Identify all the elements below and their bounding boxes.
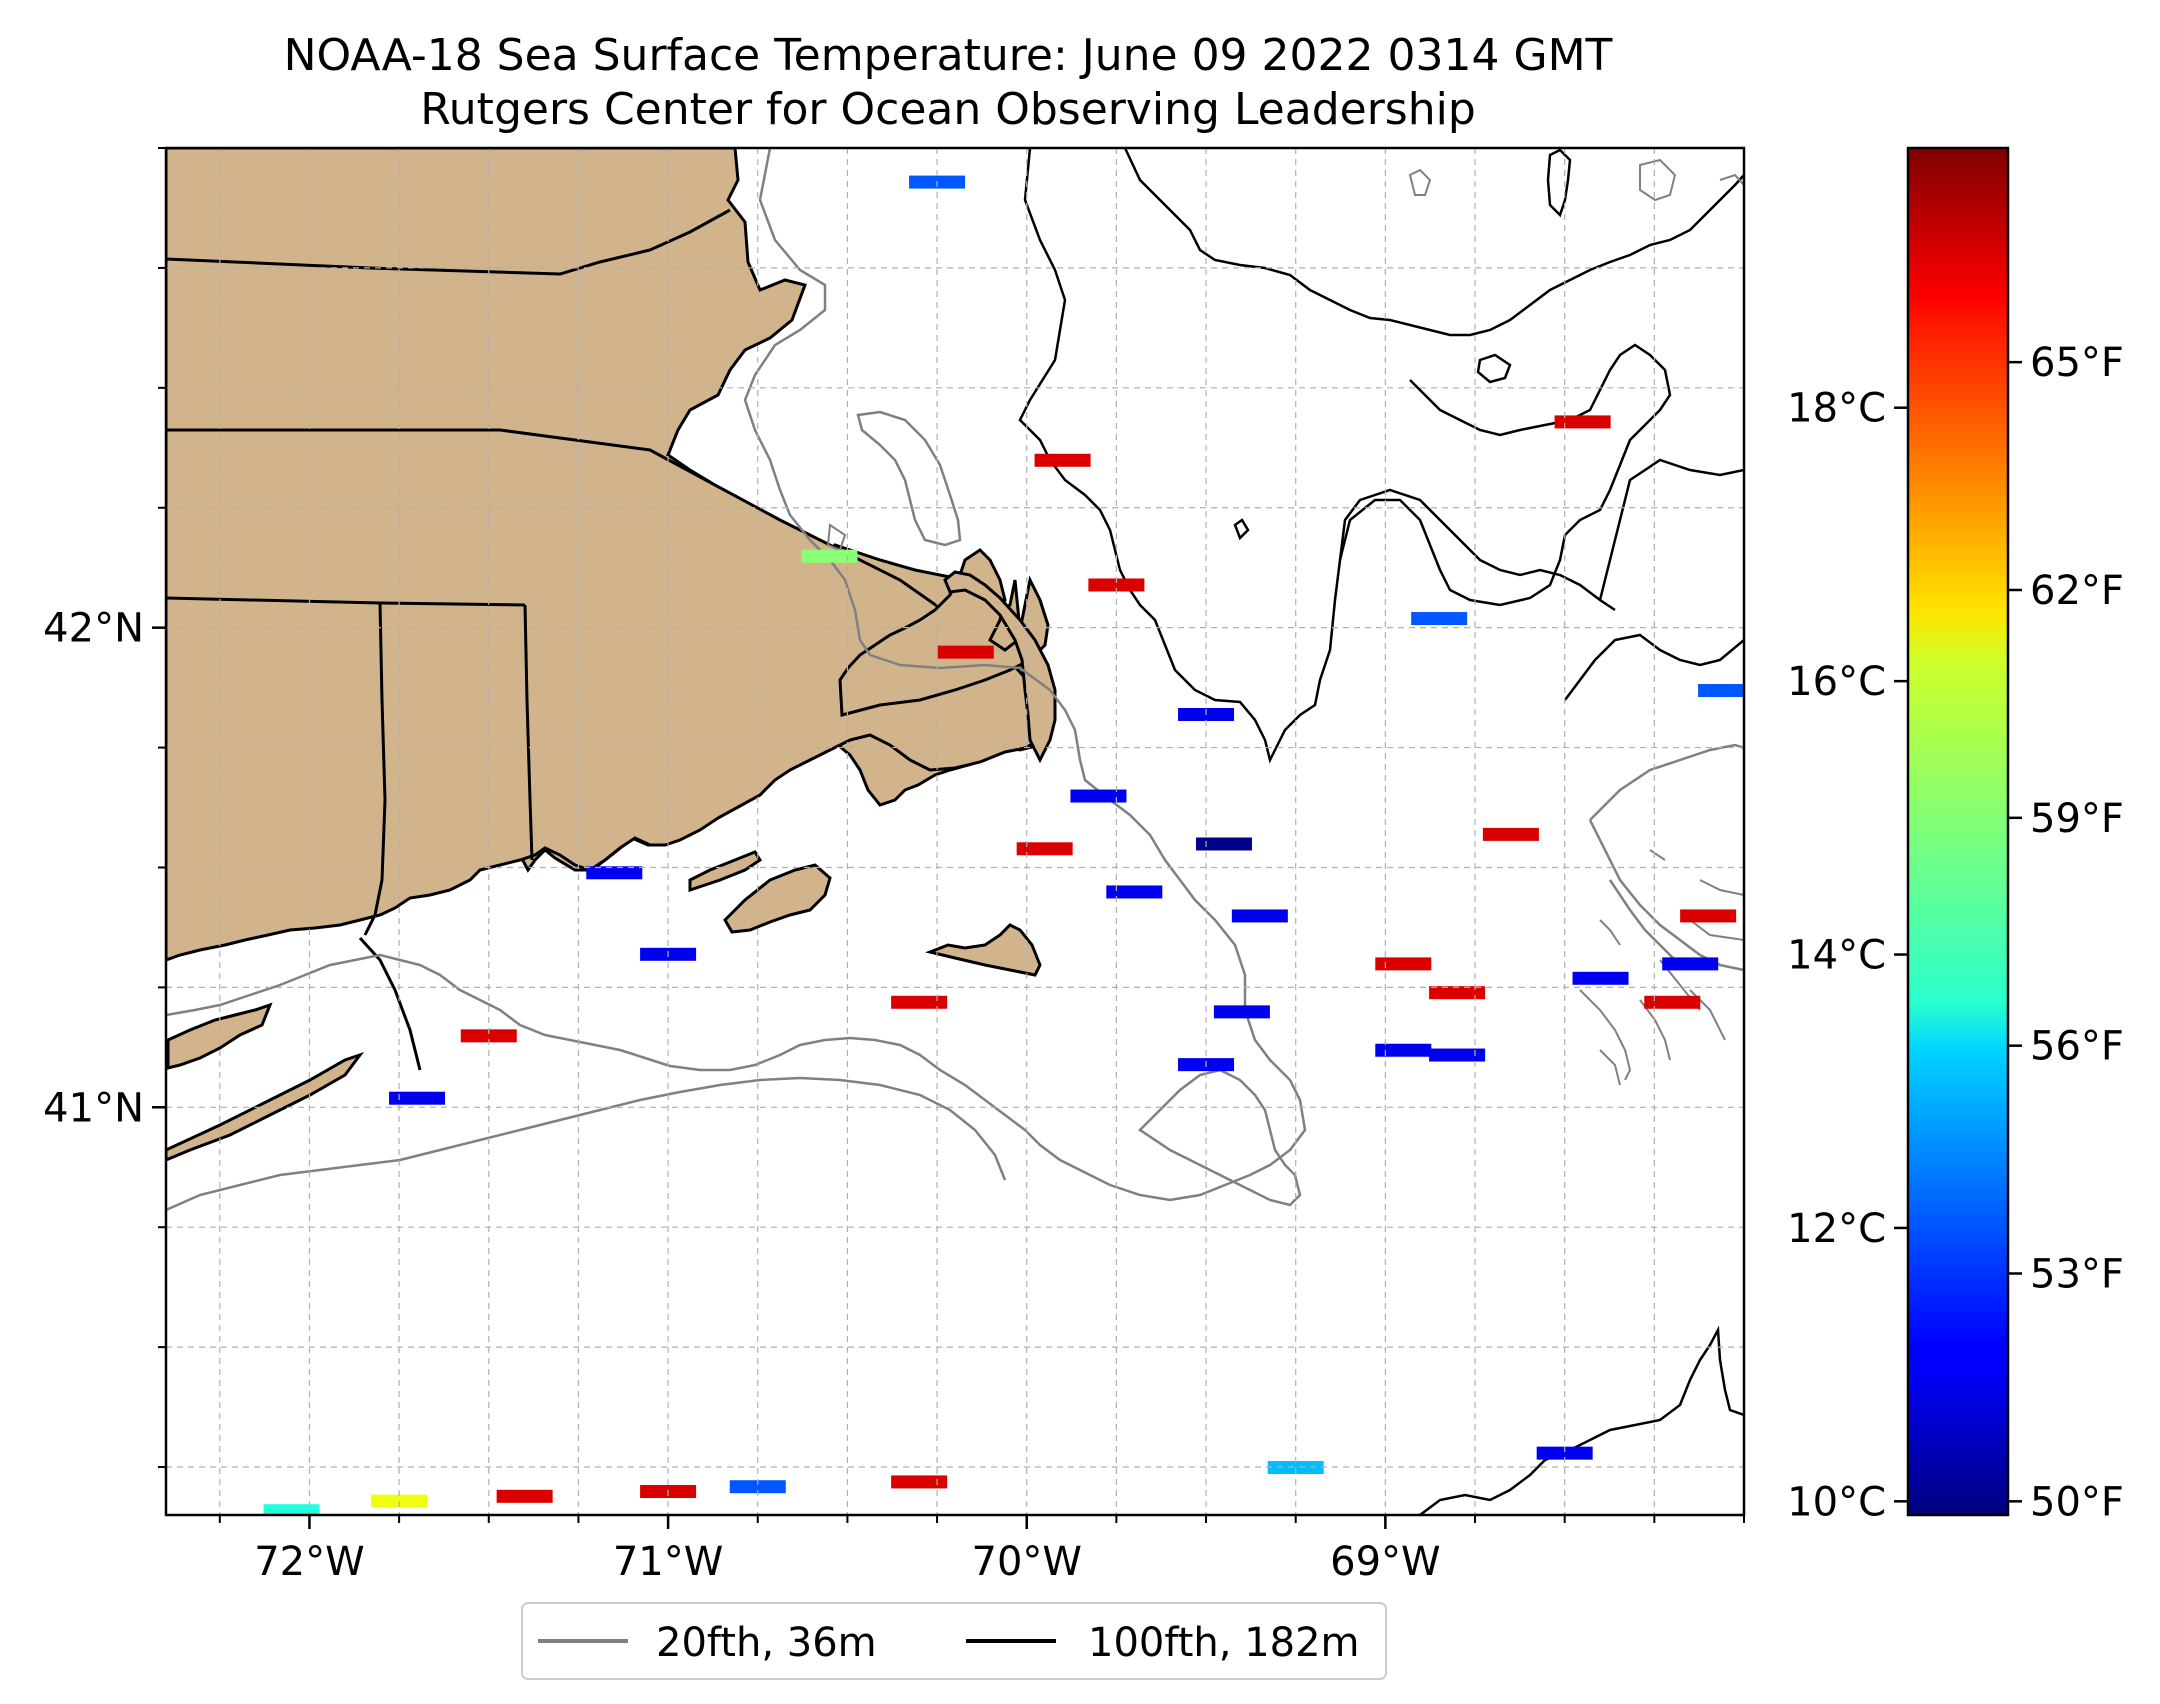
sst-patch <box>1572 971 1629 985</box>
x-tick-label: 70°W <box>972 1539 1082 1585</box>
sst-patch <box>937 645 994 659</box>
land-long-island-east <box>166 1052 365 1162</box>
colorbar-celsius-label: 18°C <box>1787 386 1886 432</box>
border-ct-ri <box>363 602 387 936</box>
colorbar-fahrenheit-label: 59°F <box>2030 796 2124 842</box>
contour-20fth-east-shoal <box>1599 849 1744 946</box>
sst-patch <box>1698 684 1744 698</box>
x-tick-label: 69°W <box>1330 1539 1440 1585</box>
sst-patch <box>1267 1461 1324 1475</box>
colorbar-fahrenheit-label: 50°F <box>2030 1479 2124 1525</box>
land-elizabeth-islands <box>688 850 763 893</box>
sst-patch <box>1070 789 1127 803</box>
sst-patch <box>1680 909 1737 923</box>
sst-patch <box>496 1489 553 1503</box>
land-block-island <box>166 1002 273 1070</box>
land-cape-cod-arm <box>943 570 1057 764</box>
sst-patch <box>263 1504 320 1515</box>
land-nantucket <box>924 923 1042 977</box>
legend-box <box>521 1602 1387 1680</box>
sst-layer <box>263 175 1744 1515</box>
sst-patch <box>1375 957 1432 971</box>
colorbar-celsius-label: 12°C <box>1787 1206 1886 1252</box>
y-tick-label: 42°N <box>43 606 144 652</box>
legend: 20fth, 36m 100fth, 182m <box>521 1602 1387 1680</box>
sst-patch <box>1231 909 1288 923</box>
y-tick-label: 41°N <box>43 1085 144 1131</box>
sst-patch <box>1429 1048 1486 1062</box>
sst-patch <box>1644 995 1701 1009</box>
contour-20fth-georges-ridges <box>1579 959 1726 1086</box>
sst-patch <box>1411 612 1468 626</box>
sst-patch <box>891 995 948 1009</box>
contour-100fth-browns-bank <box>1338 343 1672 607</box>
contour-100fth-bottom <box>1419 1325 1744 1515</box>
sst-patch <box>586 866 643 880</box>
sst-patch <box>1016 842 1073 856</box>
colorbar-celsius-label: 10°C <box>1787 1479 1886 1525</box>
colorbar-celsius-label: 16°C <box>1787 659 1886 705</box>
legend-label-100fth: 100fth, 182m <box>1088 1620 1360 1666</box>
sst-patch <box>891 1475 948 1489</box>
colorbar-celsius-label: 14°C <box>1787 933 1886 979</box>
sst-patch <box>1536 1446 1593 1460</box>
sst-patch <box>1106 885 1163 899</box>
contour-20fth-southern-shelf <box>166 1076 1007 1212</box>
sst-patch <box>1554 415 1611 429</box>
map-frame <box>164 146 1746 1517</box>
colorbar-fahrenheit-label: 62°F <box>2030 568 2124 614</box>
x-tick-label: 72°W <box>254 1539 364 1585</box>
sst-patch <box>1662 957 1719 971</box>
colorbar-fahrenheit-label: 65°F <box>2030 340 2124 386</box>
colorbar-gradient <box>1906 146 2010 1517</box>
axis-layer: 72°W 71°W 70°W 69°W 41°N 42°N <box>43 147 1745 1585</box>
colorbar-fahrenheit-label: 53°F <box>2030 1251 2124 1297</box>
contour-100fth-gulf-of-maine <box>1018 148 1616 764</box>
sst-patch <box>1482 827 1539 841</box>
sst-patch <box>1195 837 1252 851</box>
sst-patch <box>1375 1043 1432 1057</box>
contour-100fth-east <box>1598 458 1744 601</box>
border-ny-ri <box>358 936 422 1071</box>
contour-20fth-nantucket-shoals <box>1138 1068 1302 1207</box>
sst-patch <box>1429 986 1486 1000</box>
land-marthas-vineyard <box>723 863 832 934</box>
colorbar-ticks: 10°C 12°C 14°C 16°C 18°C 50°F 53°F 56°F 59°F 62°F… <box>1787 340 2124 1525</box>
chart-subtitle: Rutgers Center for Ocean Observing Leade… <box>420 84 1476 135</box>
contour-100fth-southeast <box>1564 633 1744 701</box>
contour-100fth-small-2 <box>1233 518 1250 541</box>
sst-patch <box>460 1029 517 1043</box>
colorbar <box>1906 146 2010 1517</box>
sst-patch <box>729 1480 786 1494</box>
sst-patch <box>1213 1005 1270 1019</box>
contour-100fth-northeast <box>1123 148 1744 337</box>
border-ri-ma <box>523 604 534 861</box>
sst-patch <box>1088 578 1145 592</box>
sst-patch <box>389 1091 446 1105</box>
sst-patch <box>801 549 858 563</box>
contour-100fth-small-1 <box>1476 353 1512 384</box>
sst-patch <box>1034 453 1091 467</box>
colorbar-fahrenheit-label: 56°F <box>2030 1024 2124 1070</box>
contour-100fth-small-3 <box>1546 148 1572 218</box>
contour-20fth-coastal <box>166 148 1307 1202</box>
x-tick-label: 71°W <box>613 1539 723 1585</box>
contour-20fth-stellwagen <box>856 410 962 547</box>
chart-title: NOAA-18 Sea Surface Temperature: June 09… <box>283 30 1613 81</box>
legend-label-20fth: 20fth, 36m <box>656 1620 877 1666</box>
contour-20fth-top-right <box>1408 158 1744 202</box>
land-cape-cod <box>838 548 1050 717</box>
